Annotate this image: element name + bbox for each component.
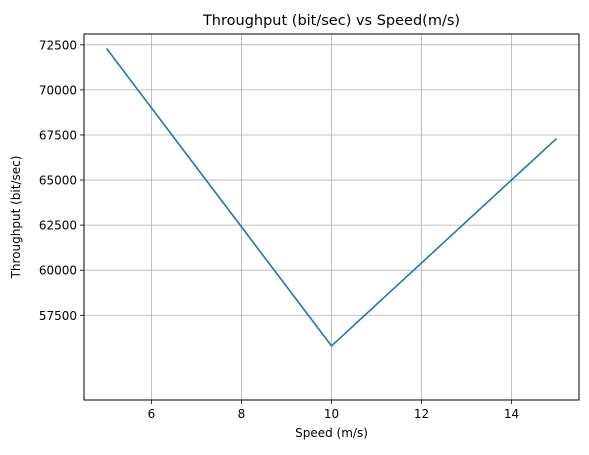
y-tick-label: 57500 bbox=[39, 309, 77, 323]
x-tick-label: 8 bbox=[238, 407, 246, 421]
x-axis-title: Speed (m/s) bbox=[295, 426, 368, 440]
y-tick-label: 62500 bbox=[39, 219, 77, 233]
y-axis-title: Throughput (bit/sec) bbox=[9, 156, 23, 280]
y-tick-label: 65000 bbox=[39, 174, 77, 188]
x-tick-label: 10 bbox=[324, 407, 339, 421]
y-axis: 57500 60000 62500 65000 67500 70000 72500 bbox=[39, 38, 84, 323]
y-tick-label: 67500 bbox=[39, 128, 77, 142]
x-tick-label: 14 bbox=[504, 407, 519, 421]
grid bbox=[84, 34, 579, 400]
x-tick-label: 6 bbox=[148, 407, 156, 421]
y-tick-label: 70000 bbox=[39, 83, 77, 97]
x-axis: 6 8 10 12 14 bbox=[148, 400, 519, 421]
y-tick-label: 72500 bbox=[39, 38, 77, 52]
series-line bbox=[105, 47, 558, 347]
series-layer bbox=[105, 47, 558, 347]
x-tick-label: 12 bbox=[414, 407, 429, 421]
y-tick-label: 60000 bbox=[39, 264, 77, 278]
chart-title: Throughput (bit/sec) vs Speed(m/s) bbox=[202, 13, 460, 29]
